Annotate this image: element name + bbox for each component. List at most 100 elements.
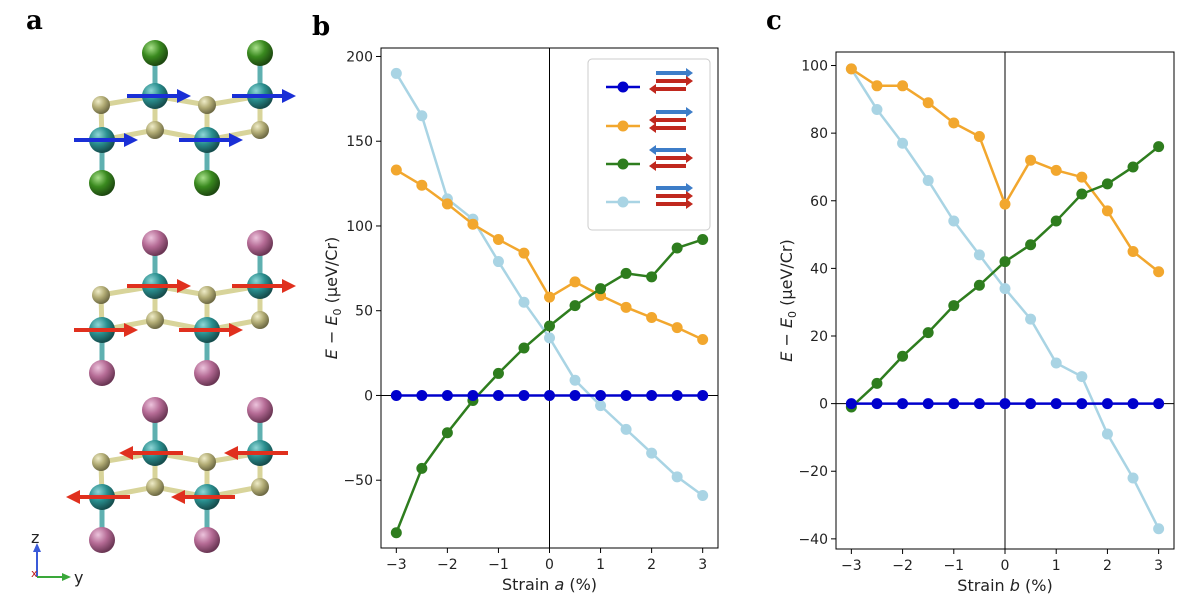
halogen-atom	[142, 230, 168, 256]
chart-c-ytick-label: 0	[819, 397, 828, 413]
halogen-atom	[194, 170, 220, 196]
chart-b-legend-arrow	[656, 79, 686, 83]
te-atom	[198, 96, 216, 114]
chart-b-point-config-4	[416, 110, 428, 122]
chart-b-point-config-3	[518, 342, 530, 354]
chart-c-ytick-label: 60	[810, 194, 828, 210]
chart-c-point-config-3	[1153, 141, 1165, 153]
chart-b-legend-arrow	[656, 148, 686, 152]
chart-c-ytick-label: −20	[798, 464, 828, 480]
chart-b-legend-arrow	[656, 156, 686, 160]
chart-b-point-config-1	[467, 389, 479, 401]
spin-arrow-head	[66, 490, 80, 504]
chart-b-point-config-4	[620, 423, 632, 435]
chart-b-point-config-2	[544, 291, 555, 303]
chart-b-xtick-label: 2	[647, 557, 656, 573]
chart-c-ytick-label: 80	[810, 126, 828, 142]
halogen-atom	[142, 40, 168, 66]
chart-c-point-config-2	[973, 131, 985, 143]
chart-b-point-config-1	[518, 389, 530, 401]
chart-b-legend-arrow	[656, 87, 686, 91]
chart-b-legend-marker	[617, 158, 629, 170]
chart-c-point-config-3	[922, 327, 934, 339]
chart-b-legend-arrow-head	[649, 161, 656, 171]
chart-c-xtick-label: −3	[841, 558, 862, 574]
chart-b-point-config-4	[646, 447, 658, 459]
chart-c-xlabel: Strain b (%)	[957, 576, 1052, 595]
chart-c-point-config-1	[1153, 398, 1165, 410]
panel-label-b: b	[312, 12, 331, 42]
chart-c-ytick-label: 20	[810, 329, 828, 345]
chart-b-point-config-2	[646, 311, 658, 323]
chart-b-point-config-2	[441, 198, 453, 210]
chart-c-xtick-label: −1	[943, 558, 964, 574]
chart-b-point-config-3	[441, 427, 453, 439]
structure-i-parallel	[74, 230, 296, 386]
te-atom	[146, 121, 164, 139]
chart-b-legend-arrow-head	[649, 123, 656, 133]
chart-b: −3 −2 −1 0 1 2 3 −50 0 50 100 150 200 Strain a (%) E −…	[322, 47, 719, 594]
chart-b-point-config-1	[390, 389, 402, 401]
chart-b-point-config-2	[671, 322, 683, 334]
te-atom	[198, 286, 216, 304]
chart-b-point-config-2	[620, 301, 632, 313]
chart-b-legend-arrow	[656, 126, 686, 130]
chart-c-point-config-1	[922, 398, 934, 410]
spin-arrow-head	[229, 133, 243, 147]
chart-c-point-config-2	[871, 80, 883, 92]
te-atom	[146, 478, 164, 496]
chart-c-point-config-1	[948, 398, 960, 410]
chart-b-point-config-3	[620, 267, 632, 279]
chart-c-xtick-label: 2	[1103, 558, 1112, 574]
chart-b-legend-arrow-head	[686, 191, 693, 201]
chart-c-point-config-4	[1050, 357, 1062, 369]
chart-c: −3 −2 −1 0 1 2 3 −40 −20 0 20 40 60 80 100 Strain b (%)…	[777, 51, 1175, 595]
chart-b-legend-arrow	[656, 71, 686, 75]
chart-b-point-config-4	[544, 332, 555, 344]
triad-z-label: z	[31, 528, 39, 547]
chart-c-point-config-2	[1076, 171, 1088, 183]
chart-b-legend-arrow	[656, 110, 686, 114]
spin-arrow-head	[177, 279, 191, 293]
chart-c-point-config-2	[1050, 164, 1062, 176]
chart-b-point-config-3	[671, 242, 683, 254]
halogen-atom	[247, 40, 273, 66]
chart-b-ytick-label: 0	[364, 388, 373, 404]
spin-arrow-head	[171, 490, 185, 504]
halogen-atom	[89, 527, 115, 553]
chart-c-point-config-2	[1101, 205, 1113, 217]
chart-b-point-config-2	[569, 276, 581, 288]
chart-c-point-config-2	[922, 97, 934, 109]
te-atom	[251, 311, 269, 329]
chart-c-point-config-3	[1127, 161, 1139, 173]
chart-c-point-config-4	[948, 215, 960, 227]
chart-b-point-config-3	[544, 320, 555, 332]
chart-c-point-config-2	[948, 117, 960, 129]
chart-c-point-config-1	[999, 398, 1011, 410]
chart-b-point-config-1	[544, 389, 555, 401]
chart-b-point-config-1	[671, 389, 683, 401]
chart-c-point-config-4	[973, 249, 985, 261]
chart-c-point-config-3	[1076, 188, 1088, 200]
chart-b-legend-arrow-head	[686, 107, 693, 117]
chart-b-legend-arrow	[656, 202, 686, 206]
chart-c-point-config-2	[1153, 266, 1165, 278]
structure-cl	[74, 40, 296, 196]
chart-c-point-config-2	[845, 63, 857, 75]
chart-c-point-config-4	[871, 103, 883, 115]
halogen-atom	[247, 397, 273, 423]
chart-c-point-config-3	[871, 377, 883, 389]
chart-c-point-config-3	[1050, 215, 1062, 227]
chart-b-legend-arrow	[656, 194, 686, 198]
chart-b-point-config-3	[646, 271, 658, 283]
chart-c-xtick-label: −2	[892, 558, 913, 574]
chart-b-point-config-1	[646, 389, 658, 401]
chart-b-xtick-label: 3	[698, 557, 707, 573]
chart-c-point-config-3	[973, 279, 985, 291]
te-atom	[251, 121, 269, 139]
halogen-atom	[247, 230, 273, 256]
chart-c-point-config-1	[871, 398, 883, 410]
chart-c-point-config-4	[922, 174, 934, 186]
spin-arrow-head	[282, 279, 296, 293]
